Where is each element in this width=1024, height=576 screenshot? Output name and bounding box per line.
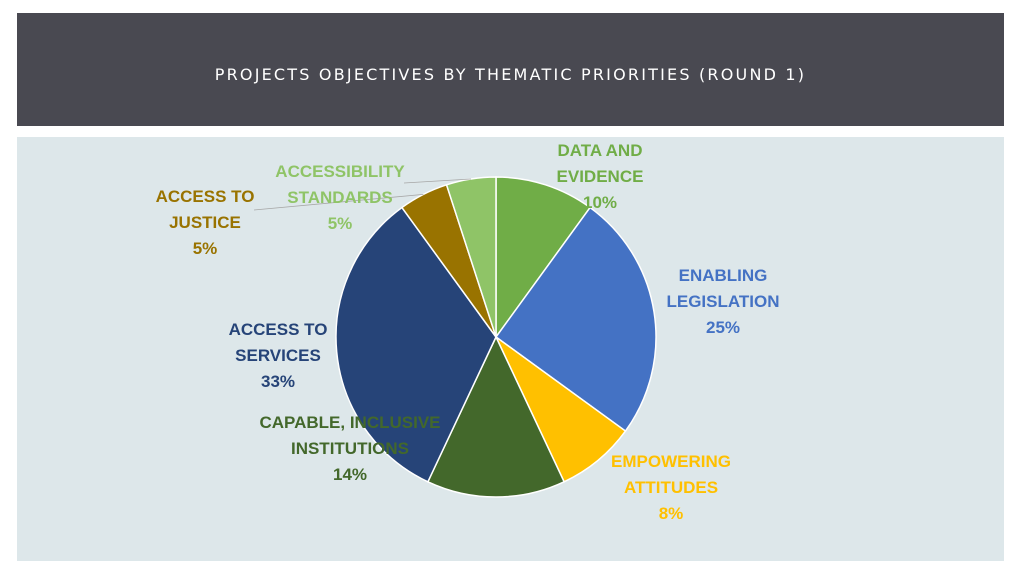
slice-label-line: INSTITUTIONS	[291, 439, 409, 458]
slice-label-line: EMPOWERING	[611, 452, 731, 471]
slice-label-line: ACCESS TO	[156, 187, 255, 206]
slice-label-line: DATA AND	[558, 141, 643, 160]
slice-label-line: EVIDENCE	[557, 167, 644, 186]
slice-label-line: STANDARDS	[287, 188, 392, 207]
leader-line	[403, 178, 472, 184]
pie-slice-data-and-evidence	[495, 176, 592, 340]
slice-percent: 10%	[583, 193, 617, 212]
leader-lines	[253, 178, 472, 211]
slice-label-line: LEGISLATION	[666, 292, 779, 311]
slice-label-line: ATTITUDES	[624, 478, 718, 497]
slide-title: PROJECTS OBJECTIVES BY THEMATIC PRIORITI…	[214, 65, 807, 84]
pie-slices	[335, 176, 657, 498]
slice-label-accessibility-standards: ACCESSIBILITY STANDARDS 5%	[275, 162, 405, 233]
pie-slice-enabling-legislation	[494, 206, 657, 433]
slice-percent: 25%	[706, 318, 740, 337]
slice-percent: 14%	[333, 465, 367, 484]
pie-slice-capable-inclusive-institutions	[426, 335, 566, 498]
title-bar: PROJECTS OBJECTIVES BY THEMATIC PRIORITI…	[17, 13, 1004, 126]
slice-label-enabling-legislation: ENABLING LEGISLATION 25%	[666, 266, 779, 337]
slice-label-line: SERVICES	[235, 346, 321, 365]
chart-panel: DATA AND EVIDENCE 10% ENABLING LEGISLATION 25…	[17, 137, 1004, 561]
pie-chart: DATA AND EVIDENCE 10% ENABLING LEGISLATION 25…	[156, 141, 780, 523]
slice-label-line: ACCESSIBILITY	[275, 162, 405, 181]
slice-label-access-to-justice: ACCESS TO JUSTICE 5%	[156, 187, 255, 258]
slice-label-line: ENABLING	[679, 266, 768, 285]
slice-labels: DATA AND EVIDENCE 10% ENABLING LEGISLATION 25…	[156, 141, 780, 523]
slice-label-capable-inclusive-institutions: CAPABLE, INCLUSIVE INSTITUTIONS 14%	[259, 413, 440, 484]
slice-label-line: JUSTICE	[169, 213, 241, 232]
slice-label-line: ACCESS TO	[229, 320, 328, 339]
slice-label-access-to-services: ACCESS TO SERVICES 33%	[229, 320, 328, 391]
slice-label-data-and-evidence: DATA AND EVIDENCE 10%	[557, 141, 644, 212]
slice-percent: 8%	[659, 504, 684, 523]
slice-label-line: CAPABLE, INCLUSIVE	[259, 413, 440, 432]
slice-percent: 5%	[193, 239, 218, 258]
slice-percent: 5%	[328, 214, 353, 233]
leader-line	[253, 194, 424, 211]
slice-label-empowering-attitudes: EMPOWERING ATTITUDES 8%	[611, 452, 731, 523]
slice-percent: 33%	[261, 372, 295, 391]
pie-slice-access-to-services	[335, 206, 497, 483]
